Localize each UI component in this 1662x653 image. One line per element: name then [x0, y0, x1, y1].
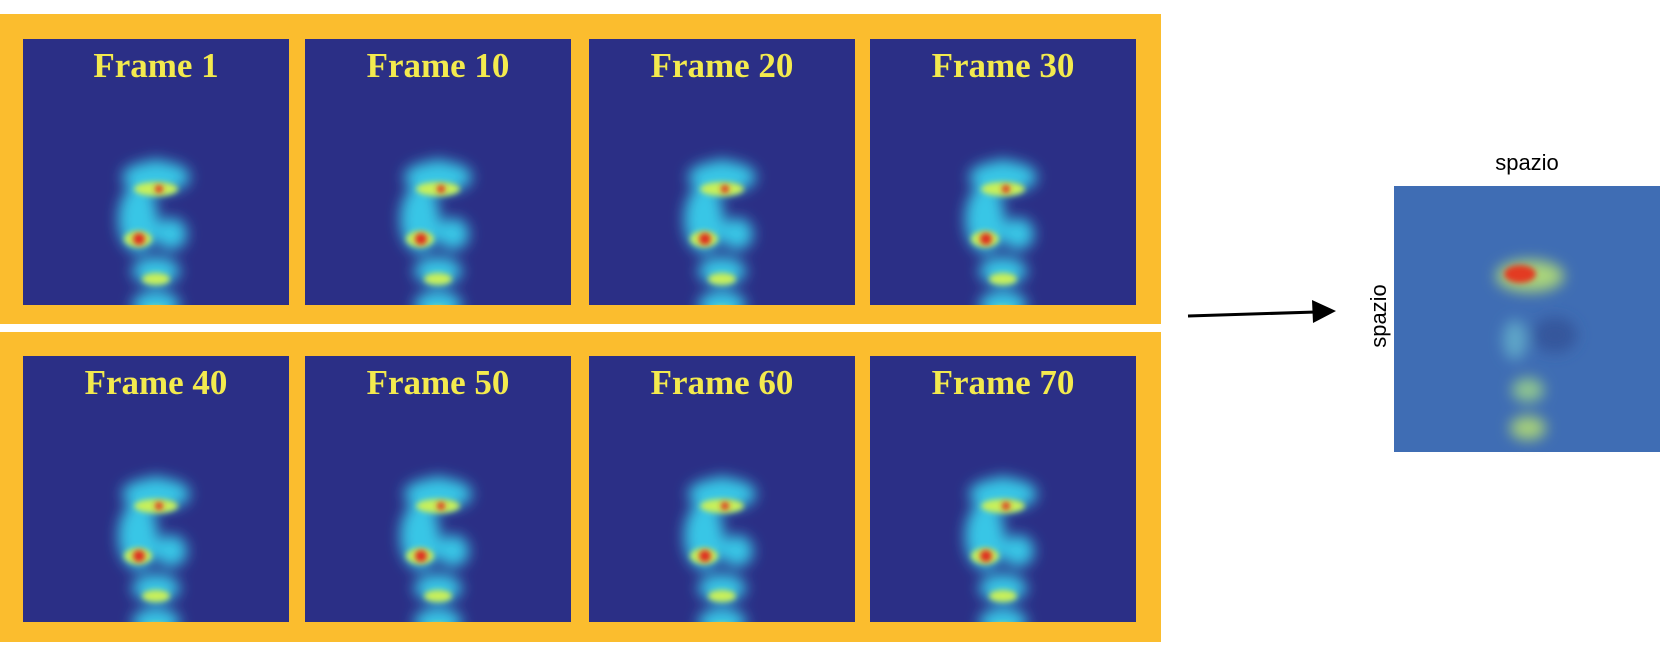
frame-label: Frame 1 [93, 46, 218, 85]
frame-label: Frame 50 [367, 363, 510, 402]
frame-label: Frame 10 [367, 46, 510, 85]
result-map [1394, 186, 1660, 452]
result-peak [1504, 265, 1536, 283]
y-label: spazio [1366, 284, 1391, 348]
frame-label: Frame 60 [651, 363, 794, 402]
frame-label: Frame 40 [85, 363, 228, 402]
frame-label: Frame 20 [651, 46, 794, 85]
x-label: spazio [1495, 150, 1559, 175]
arrow-head [1312, 300, 1336, 323]
arrow-line [1187, 310, 1317, 318]
frame-label: Frame 70 [932, 363, 1075, 402]
frames: Frame 1 Frame 10 Frame 20 Frame 30 Frame 40 F… [23, 39, 1136, 622]
frame-label: Frame 30 [932, 46, 1075, 85]
